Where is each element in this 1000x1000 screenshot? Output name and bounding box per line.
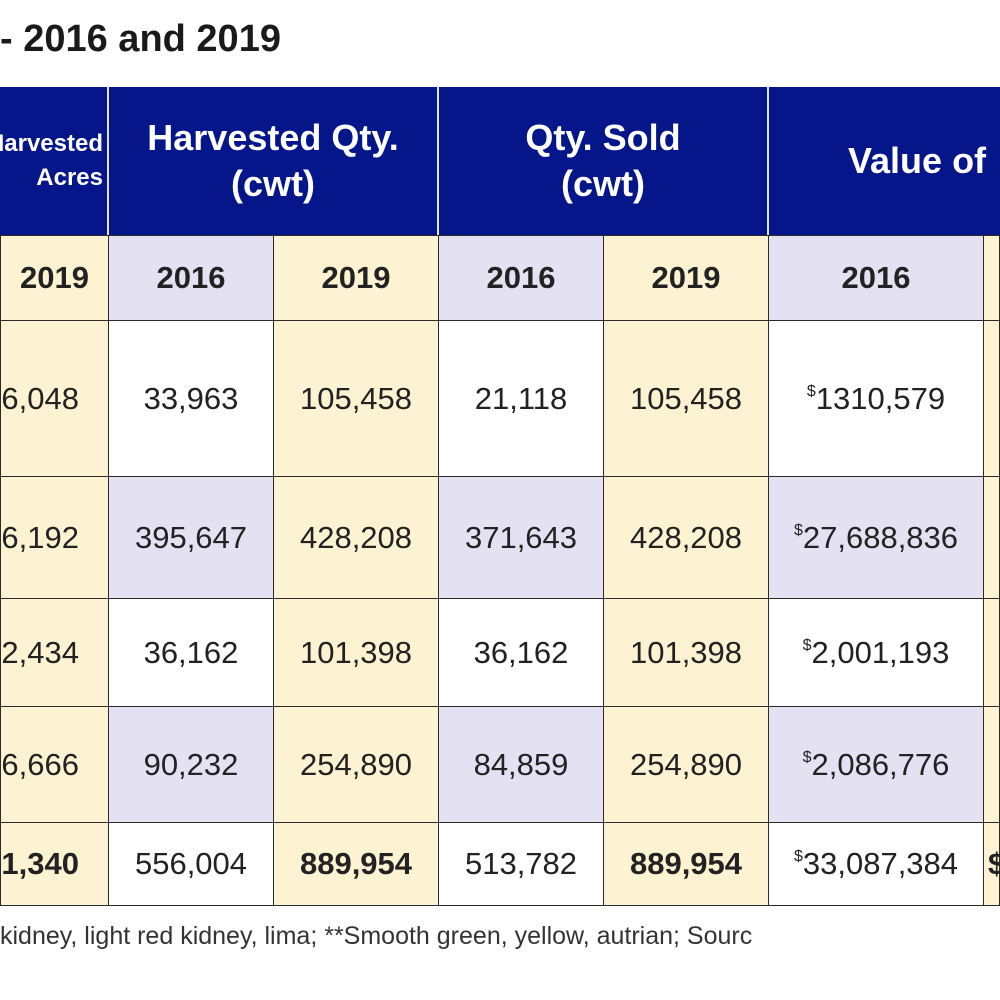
sales-value: $1310,579 <box>806 380 946 416</box>
table-cell: 428,208 <box>603 476 769 599</box>
table-cell: 371,643 <box>438 476 604 599</box>
year-header-cell: 2016 <box>108 235 274 321</box>
footnote: kidney, light red kidney, lima; **Smooth… <box>0 922 753 950</box>
table-cell: 254,890 <box>273 706 439 823</box>
table-cell: 2,434 <box>0 598 109 707</box>
year-header-cell: 2019 <box>0 235 109 321</box>
table-cell: $2,086,776 <box>768 706 984 823</box>
sales-value: $2,001,193 <box>802 634 950 670</box>
table-cell: 254,890 <box>603 706 769 823</box>
table-cell: $2,001,193 <box>768 598 984 707</box>
total-row-cell: 513,782 <box>438 822 604 906</box>
year-header-cell <box>983 235 1000 321</box>
year-header-cell: 2016 <box>438 235 604 321</box>
table-cell: $27,688,836 <box>768 476 984 599</box>
table-cell: 101,398 <box>273 598 439 707</box>
header-qty-sold: Qty. Sold (cwt) <box>525 117 681 204</box>
table-cell: 105,458 <box>603 320 769 477</box>
table-title: - 2016 and 2019 <box>0 18 281 60</box>
sales-value: $27,688,836 <box>793 519 959 555</box>
table-cell: 101,398 <box>603 598 769 707</box>
header-band <box>0 87 1000 235</box>
total-row-cell: 889,954 <box>603 822 769 906</box>
year-header-cell: 2019 <box>603 235 769 321</box>
sales-value: $2,086,776 <box>802 746 950 782</box>
total-row-cell: $ <box>983 822 1000 906</box>
sales-value: $33,087,384 <box>793 846 959 881</box>
table-cell <box>983 476 1000 599</box>
header-harvested-acres: Harvested Acres <box>0 87 107 235</box>
table-cell: 36,162 <box>438 598 604 707</box>
total-row-cell: 889,954 <box>273 822 439 906</box>
year-header-cell: 2019 <box>273 235 439 321</box>
header-harvested-acres-text: Harvested Acres <box>0 130 103 191</box>
table-cell: 84,859 <box>438 706 604 823</box>
header-harvested-qty: Harvested Qty. (cwt) <box>147 117 399 204</box>
year-header-cell: 2016 <box>768 235 984 321</box>
total-row-cell: $33,087,384 <box>768 822 984 906</box>
table-cell: 21,118 <box>438 320 604 477</box>
table-cell: 6,666 <box>0 706 109 823</box>
header-value-of-sales: Value of <box>848 140 987 181</box>
table-cell: $1310,579 <box>768 320 984 477</box>
table-cell: 6,048 <box>0 320 109 477</box>
table-cell: 428,208 <box>273 476 439 599</box>
table-cell <box>983 706 1000 823</box>
header-divider <box>437 87 439 235</box>
table-cell: 36,162 <box>108 598 274 707</box>
header-divider <box>767 87 769 235</box>
table-cell: 90,232 <box>108 706 274 823</box>
table-cell: 105,458 <box>273 320 439 477</box>
table-cell: 395,647 <box>108 476 274 599</box>
total-row-cell: 51,340 <box>0 822 109 906</box>
table-cell: 33,963 <box>108 320 274 477</box>
total-row-cell: 556,004 <box>108 822 274 906</box>
table-cell <box>983 598 1000 707</box>
header-divider <box>107 87 109 235</box>
table-cell: 26,192 <box>0 476 109 599</box>
table-cell <box>983 320 1000 477</box>
